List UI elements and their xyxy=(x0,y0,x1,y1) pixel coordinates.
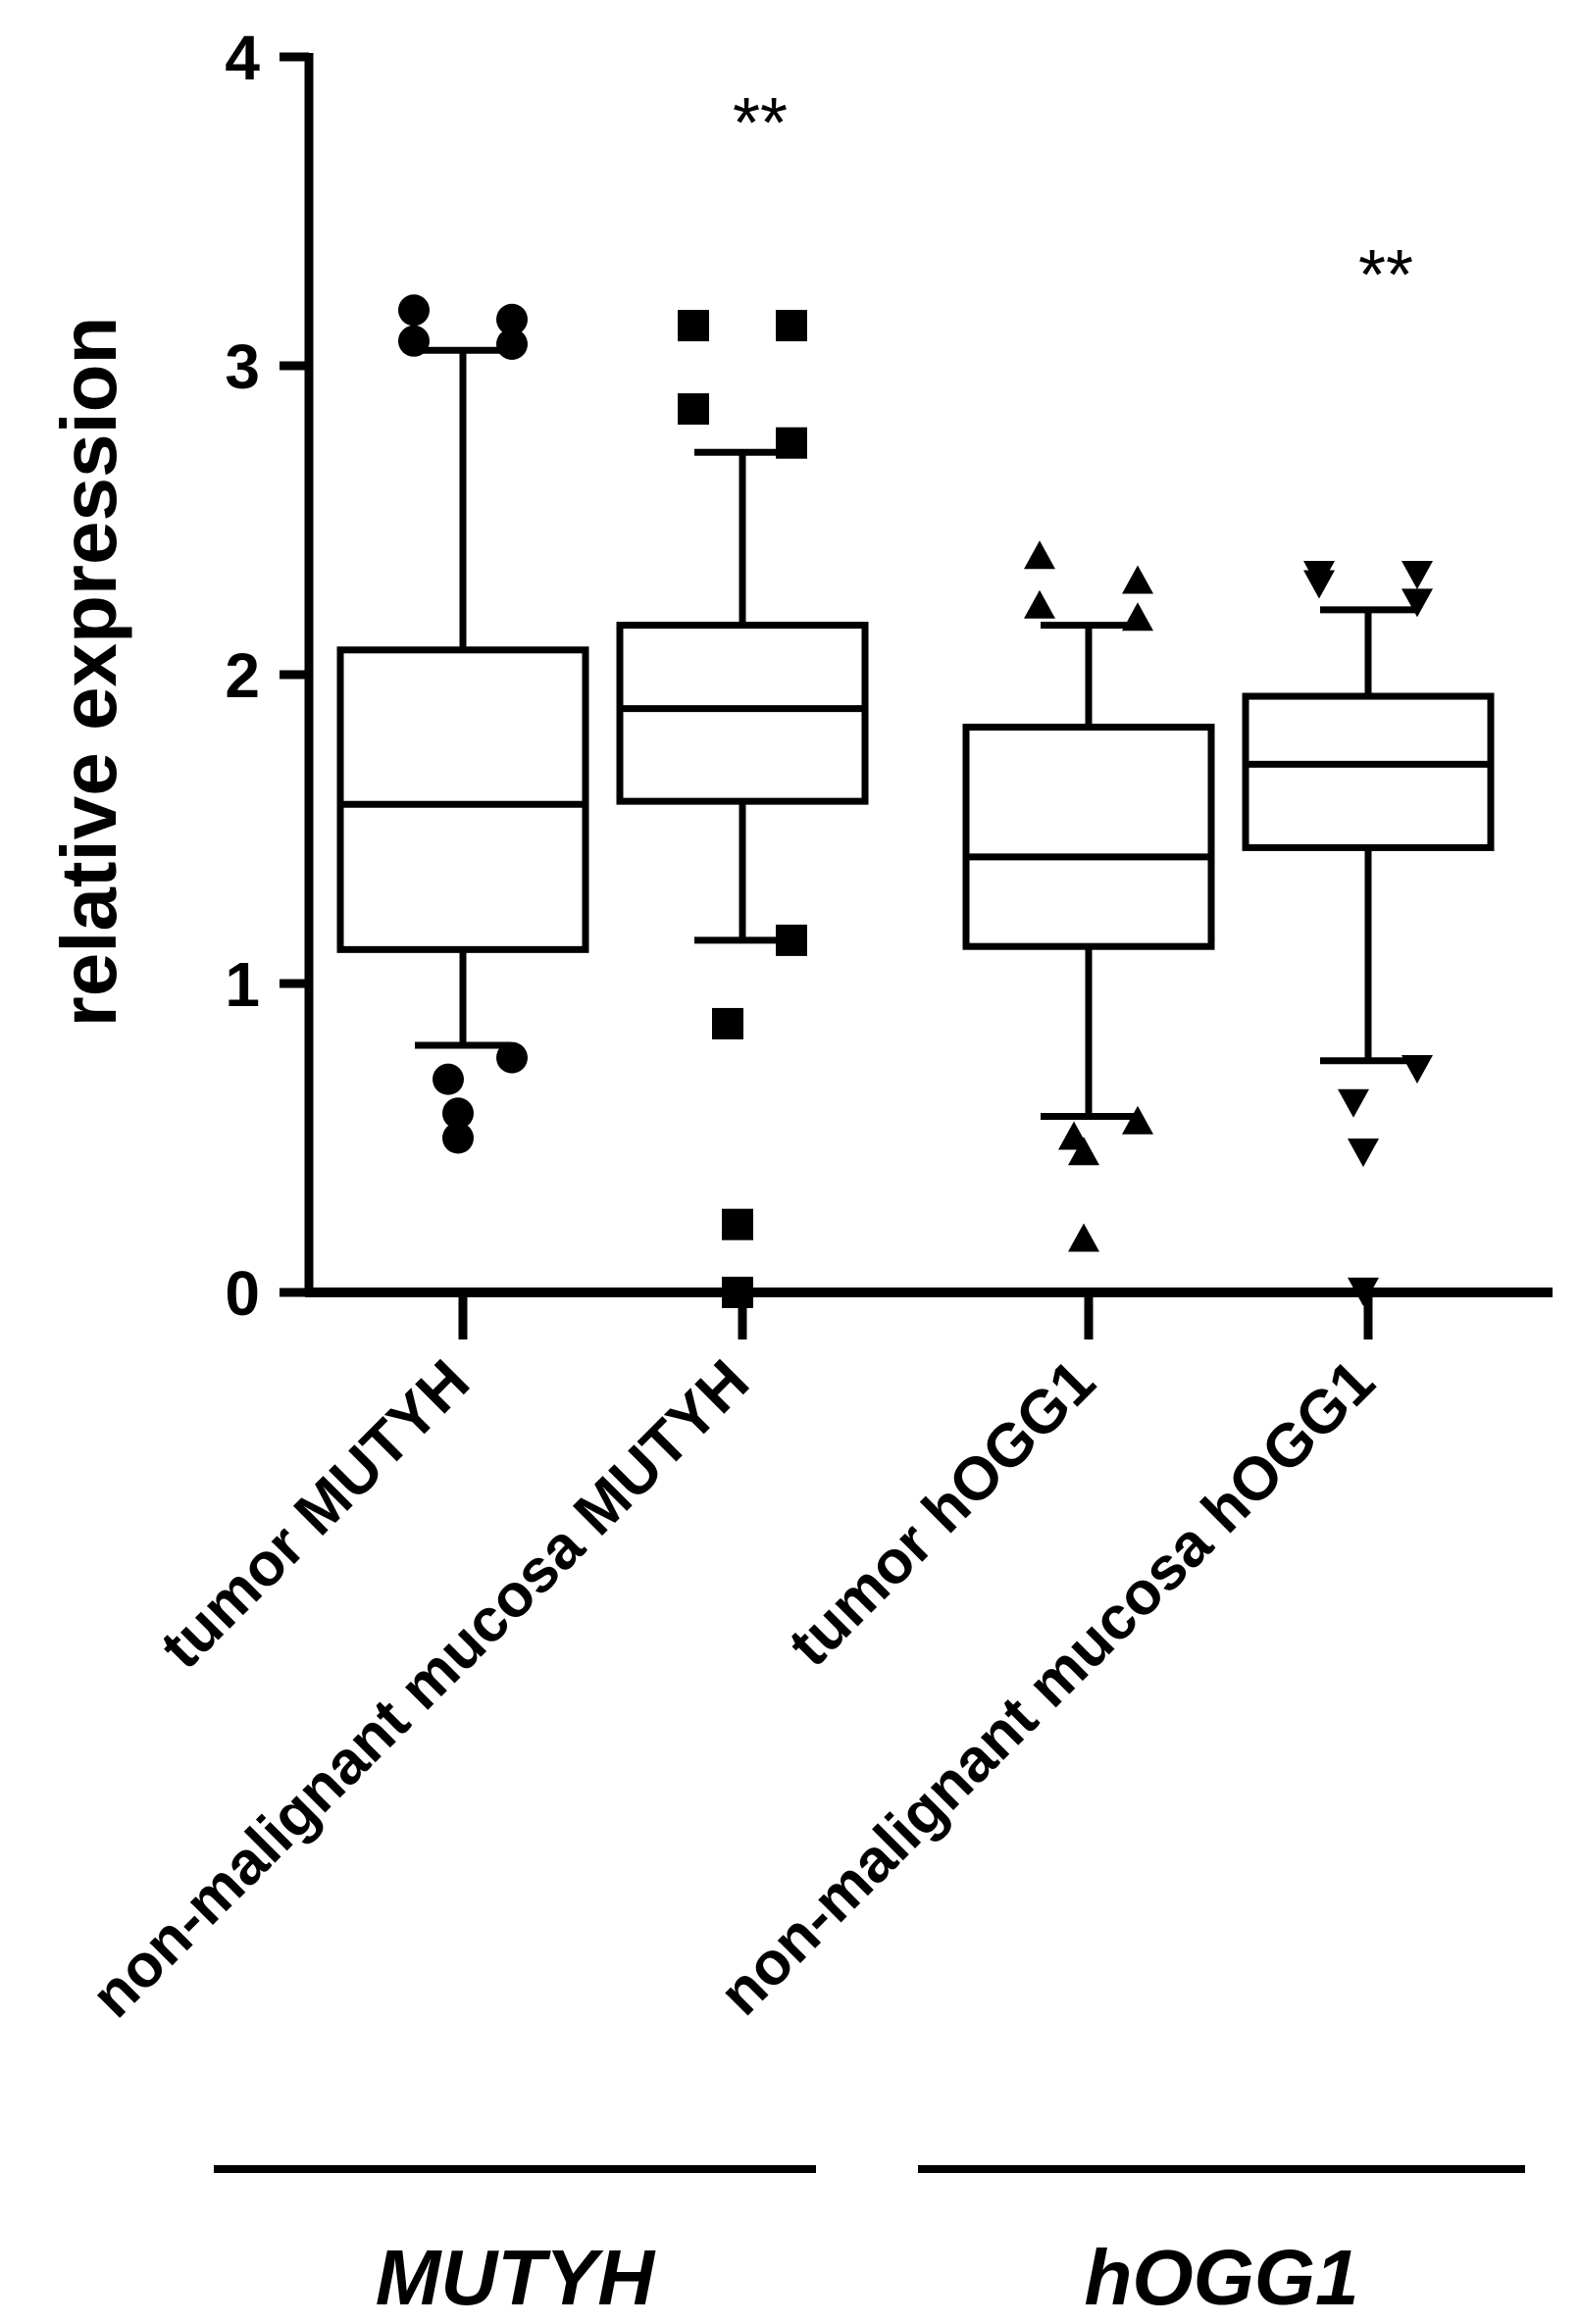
box-0 xyxy=(336,294,589,1154)
y-tick-label: 3 xyxy=(225,331,260,402)
outlier-point xyxy=(1303,570,1335,599)
significance-annotation: ** xyxy=(1358,236,1413,315)
outlier-point xyxy=(1402,588,1433,618)
outlier-point xyxy=(1338,1088,1369,1118)
outlier-point xyxy=(398,294,430,327)
outlier-point xyxy=(722,1277,753,1308)
significance-annotation: ** xyxy=(733,84,788,163)
y-tick-label: 2 xyxy=(225,640,260,711)
boxes: ** ** xyxy=(336,84,1495,1308)
y-tick-label: 4 xyxy=(225,23,260,93)
group-brackets: MUTYH hOGG1 xyxy=(214,2165,1525,2321)
outlier-point xyxy=(496,303,528,335)
box-1: ** xyxy=(616,84,869,1308)
outlier-point xyxy=(1024,540,1055,570)
outlier-point xyxy=(776,427,807,459)
outlier-point xyxy=(442,1097,474,1130)
outlier-point xyxy=(1024,589,1055,619)
outlier-point xyxy=(433,1063,464,1095)
outlier-point xyxy=(722,1208,753,1240)
box-2 xyxy=(962,540,1215,1252)
y-tick-label: 0 xyxy=(225,1258,260,1329)
outlier-point xyxy=(776,310,807,342)
outlier-point xyxy=(1122,1105,1153,1135)
outlier-point xyxy=(1402,1055,1433,1085)
outlier-point xyxy=(442,1122,474,1154)
box-iqr xyxy=(616,622,869,805)
outlier-point xyxy=(1122,602,1153,632)
group-label: hOGG1 xyxy=(1084,2234,1358,2321)
outlier-point xyxy=(1068,1137,1099,1166)
outlier-point xyxy=(496,328,528,360)
outlier-point xyxy=(678,310,709,342)
box-iqr xyxy=(1242,692,1495,851)
box-iqr xyxy=(962,724,1215,950)
outlier-point xyxy=(1348,1138,1379,1168)
outlier-point xyxy=(496,1041,528,1074)
y-axis-title: relative expression xyxy=(45,317,132,1028)
outlier-point xyxy=(1122,565,1153,594)
outlier-point xyxy=(1068,1223,1099,1252)
outlier-point xyxy=(1402,561,1433,590)
group-label: MUTYH xyxy=(376,2234,657,2321)
outlier-point xyxy=(776,924,807,956)
box-iqr xyxy=(336,646,589,953)
y-tick-label: 1 xyxy=(225,949,260,1020)
outlier-point xyxy=(678,393,709,426)
outlier-point xyxy=(712,1007,743,1039)
box-3: ** xyxy=(1242,236,1495,1306)
outlier-point xyxy=(398,325,430,357)
axes: 0 1 2 3 4 xyxy=(225,23,1553,1339)
outlier-point xyxy=(1348,1277,1379,1306)
